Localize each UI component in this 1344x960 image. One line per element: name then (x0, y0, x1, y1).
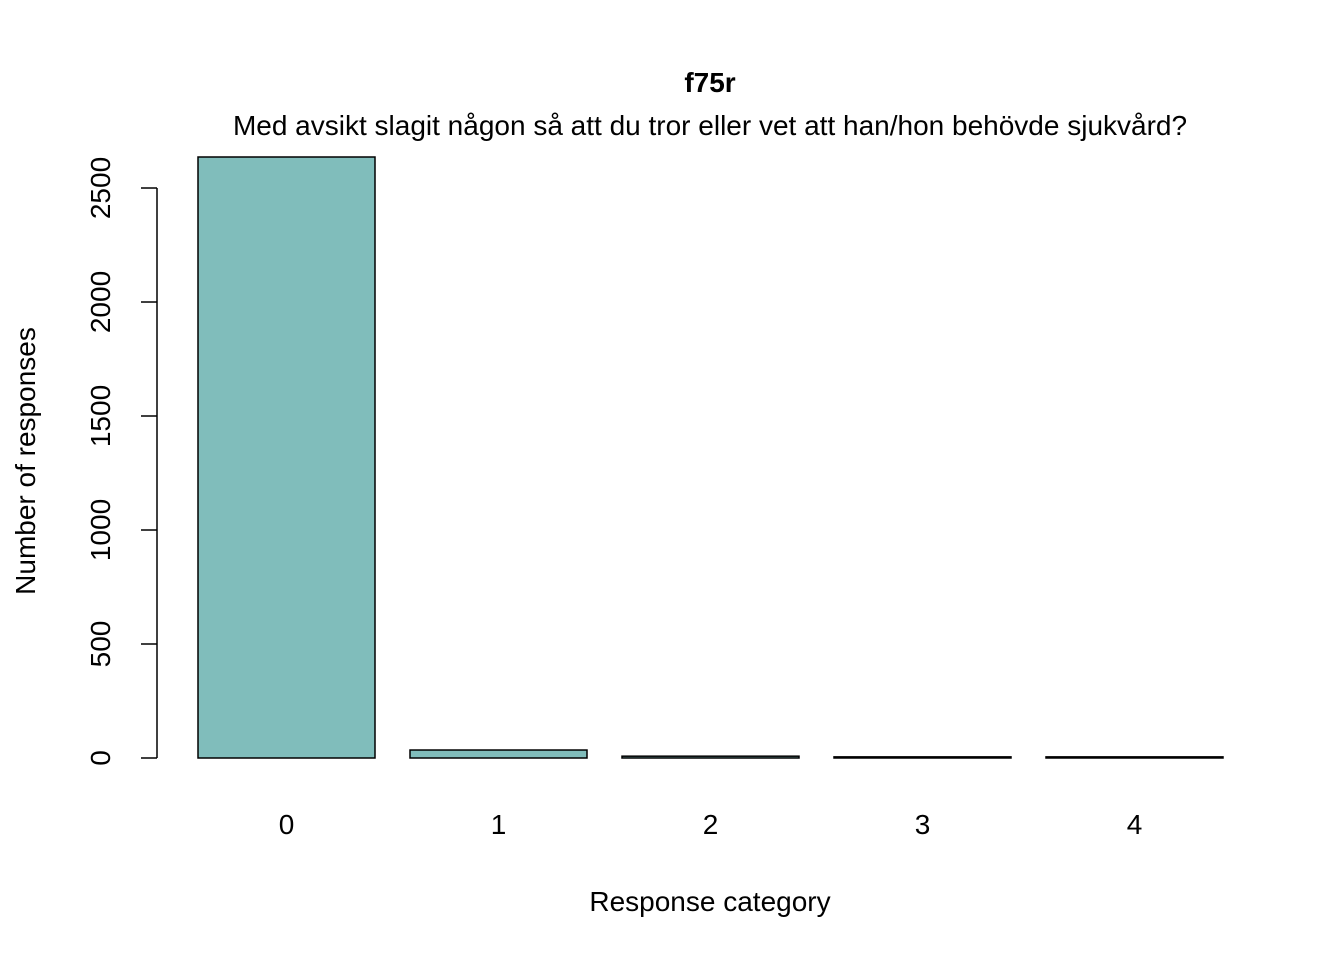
x-axis-label: Response category (589, 886, 830, 917)
y-tick-label: 1000 (85, 499, 116, 561)
x-tick-label-3: 3 (915, 809, 931, 840)
y-tick-label: 0 (85, 750, 116, 766)
x-tick-label-0: 0 (279, 809, 295, 840)
x-tick-label-2: 2 (703, 809, 719, 840)
bar-2 (621, 755, 800, 759)
x-axis-tick-labels: 0 1 2 3 4 (279, 809, 1143, 840)
y-tick-label: 2000 (85, 271, 116, 333)
chart-title: f75r (684, 67, 735, 98)
y-axis: 0 500 1000 1500 2000 2500 (85, 157, 158, 766)
y-tick-label: 500 (85, 621, 116, 668)
chart-subtitle: Med avsikt slagit någon så att du tror e… (233, 110, 1187, 141)
bar-4 (1045, 756, 1224, 759)
y-tick-label: 1500 (85, 385, 116, 447)
bar-1 (409, 749, 588, 759)
y-tick-label: 2500 (85, 157, 116, 219)
y-axis-label: Number of responses (10, 327, 41, 595)
bar-0 (197, 156, 376, 759)
bar-3 (833, 756, 1012, 759)
x-tick-label-1: 1 (491, 809, 507, 840)
x-tick-label-4: 4 (1127, 809, 1143, 840)
bars-group (197, 156, 1224, 759)
